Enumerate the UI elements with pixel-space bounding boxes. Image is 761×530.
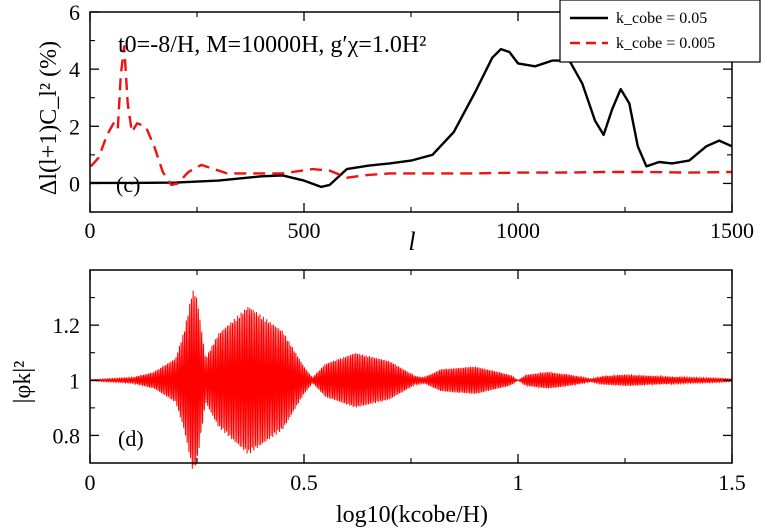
- top-y-tick-label: 0: [69, 171, 80, 196]
- top-panel-label: (c): [116, 172, 140, 197]
- legend-entry-2: k_cobe = 0.005: [616, 35, 715, 52]
- top-annotation: t0=-8/H, M=10000H, g′χ=1.0H²: [118, 32, 426, 58]
- top-x-tick-label: 1000: [496, 218, 540, 243]
- legend: k_cobe = 0.05 k_cobe = 0.005: [559, 0, 761, 63]
- bottom-y-tick-label: 1: [69, 368, 80, 393]
- top-x-tick-label: 1500: [710, 218, 754, 243]
- top-y-tick-label: 4: [69, 57, 80, 82]
- top-series-group: [90, 45, 733, 189]
- top-ticks-group: 0 500 1000 1500 0 2 4 6: [69, 0, 754, 243]
- top-y-tick-label: 6: [69, 0, 80, 25]
- bottom-y-axis-label: |φk|²: [10, 361, 36, 404]
- bottom-series-line: [89, 290, 733, 469]
- panel-c: 0 500 1000 1500 0 2 4 6 t0=-8/H, M=10000H, g′χ=…: [36, 0, 761, 256]
- top-y-tick-label: 2: [69, 114, 80, 139]
- panel-d: 0 0.5 1 1.5 0.8 1 1.2 (d) log10(kcobe/H) |φk|²: [10, 269, 746, 528]
- legend-box: [559, 0, 761, 63]
- bottom-x-tick-label: 0: [85, 470, 96, 495]
- bottom-x-tick-label: 1: [513, 470, 524, 495]
- bottom-ticks-group: 0 0.5 1 1.5 0.8 1 1.2: [53, 270, 746, 495]
- top-x-axis-label: l: [408, 227, 415, 256]
- bottom-y-tick-label: 0.8: [53, 423, 81, 448]
- bottom-x-tick-label: 1.5: [718, 470, 746, 495]
- legend-entry-1: k_cobe = 0.05: [616, 10, 707, 27]
- bottom-x-axis-label: log10(kcobe/H): [336, 502, 488, 528]
- top-series-line-2: [90, 45, 733, 187]
- bottom-y-tick-label: 1.2: [53, 313, 81, 338]
- top-x-tick-label: 500: [288, 218, 321, 243]
- bottom-series-group: [89, 290, 733, 469]
- top-series-line-1: [90, 47, 733, 189]
- top-x-tick-label: 0: [85, 218, 96, 243]
- top-y-axis-label: Δl(l+1)C_l² (%): [36, 41, 62, 195]
- bottom-panel-label: (d): [118, 426, 144, 451]
- bottom-x-tick-label: 0.5: [290, 470, 318, 495]
